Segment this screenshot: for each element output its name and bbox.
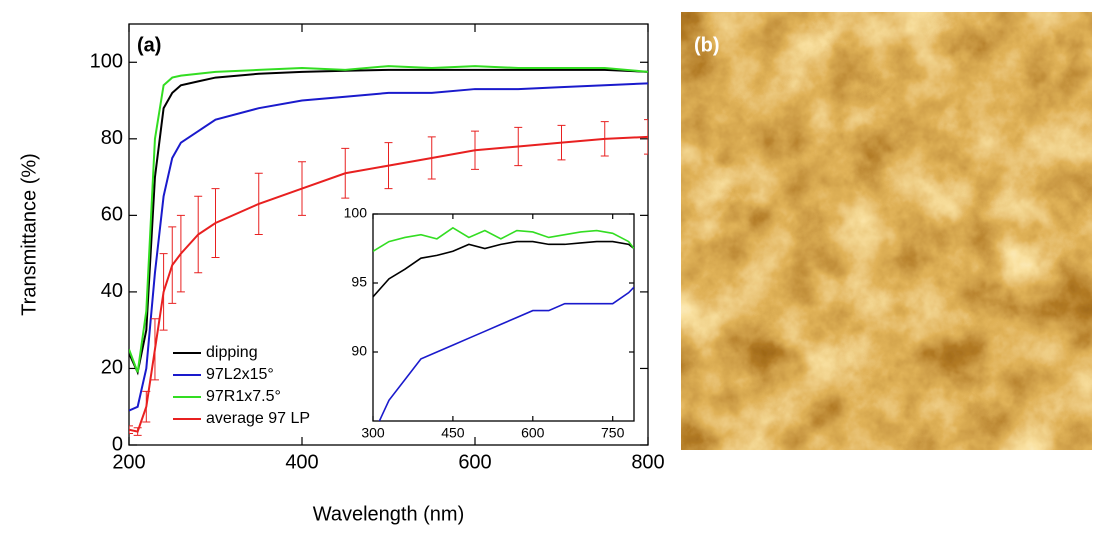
x-tick-label: 600	[521, 424, 545, 440]
error-bar	[644, 119, 648, 155]
series-line	[373, 226, 634, 252]
legend-label: average 97 LP	[206, 410, 310, 427]
y-tick-label: 100	[90, 51, 123, 73]
series-line	[129, 65, 648, 373]
y-tick-label: 90	[351, 343, 367, 359]
series-line	[129, 68, 648, 376]
x-tick-label: 300	[361, 424, 385, 440]
y-tick-label: 0	[112, 433, 123, 455]
legend-label: 97L2x15°	[206, 366, 274, 383]
x-axis-label: Wavelength (nm)	[313, 503, 465, 525]
series-group	[129, 65, 648, 436]
error-bar	[129, 425, 133, 435]
x-tick-label: 750	[601, 424, 625, 440]
x-tick-label: 800	[631, 451, 664, 473]
series-line	[129, 135, 648, 433]
x-tick-label: 600	[458, 451, 491, 473]
legend-label: 97R1x7.5°	[206, 388, 281, 405]
y-tick-label: 100	[344, 205, 368, 221]
x-tick-label: 450	[441, 424, 465, 440]
y-tick-label: 80	[101, 127, 123, 149]
series-line	[373, 240, 634, 298]
panel-label: (b)	[694, 34, 720, 56]
y-tick-label: 60	[101, 204, 123, 226]
x-tick-label: 200	[112, 451, 145, 473]
series-line	[129, 82, 648, 412]
y-tick-label: 40	[101, 280, 123, 302]
x-tick-label: 400	[285, 451, 318, 473]
y-tick-label: 95	[351, 274, 367, 290]
series-group	[373, 226, 634, 421]
panel-label: (a)	[137, 34, 161, 56]
y-axis-label: Transmittance (%)	[18, 153, 40, 316]
afm-image	[681, 12, 1092, 450]
legend-label: dipping	[206, 344, 258, 361]
plot-area	[372, 213, 635, 422]
y-tick-label: 20	[101, 357, 123, 379]
series-line	[378, 286, 634, 421]
